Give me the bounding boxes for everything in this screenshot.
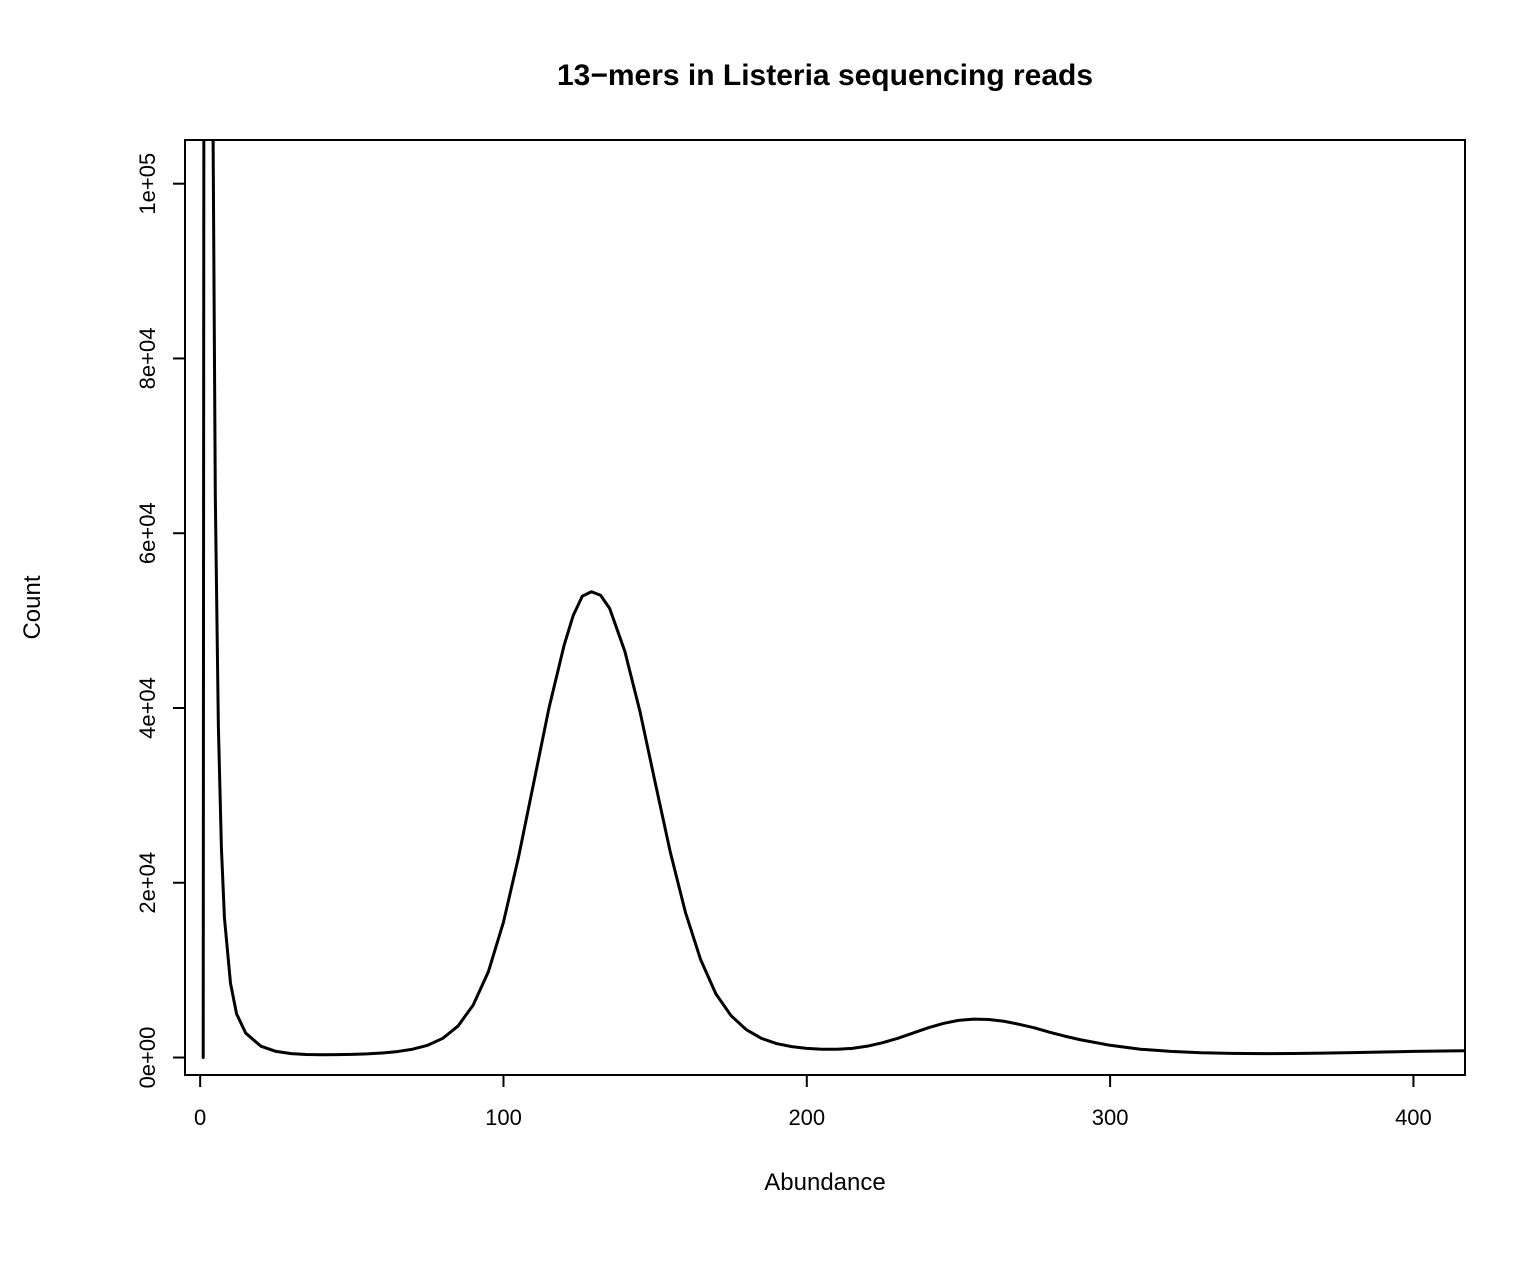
kmer-abundance-chart: 13−mers in Listeria sequencing reads Abun… (0, 0, 1520, 1264)
chart-title: 13−mers in Listeria sequencing reads (557, 59, 1093, 92)
x-axis-label: Abundance (764, 1169, 885, 1196)
y-tick-label: 4e+04 (135, 677, 160, 739)
x-tick-label: 400 (1395, 1105, 1432, 1130)
x-tick-label: 0 (194, 1105, 206, 1130)
x-tick-label: 200 (788, 1105, 825, 1130)
x-tick-label: 100 (485, 1105, 522, 1130)
y-tick-label: 8e+04 (135, 328, 160, 390)
x-tick-label: 300 (1092, 1105, 1129, 1130)
y-tick-label: 6e+04 (135, 502, 160, 564)
y-tick-label: 0e+00 (135, 1027, 160, 1089)
y-tick-label: 2e+04 (135, 852, 160, 914)
y-axis-label: Count (19, 575, 46, 639)
y-tick-label: 1e+05 (135, 153, 160, 215)
chart-container: 13−mers in Listeria sequencing reads Abun… (0, 0, 1520, 1264)
